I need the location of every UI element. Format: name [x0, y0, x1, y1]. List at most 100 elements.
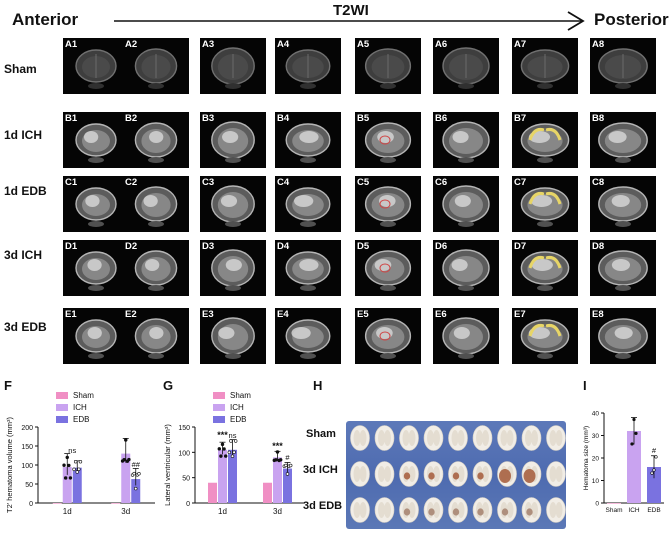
slice-label: C7: [514, 177, 527, 188]
brain-slice: [472, 497, 493, 523]
x-tick-label: 1d: [218, 507, 227, 516]
row-label: 3d EDB: [4, 320, 47, 334]
bar: [52, 503, 62, 504]
significance-label: #: [285, 453, 290, 462]
mri-slice: B7: [512, 112, 578, 168]
mri-slice: B3: [200, 112, 266, 168]
legend-swatch: [56, 392, 68, 399]
brain-slice: [521, 497, 542, 523]
posterior-label: Posterior: [594, 10, 669, 29]
slice-label: D5: [357, 241, 370, 252]
mri-slice: E3: [200, 308, 266, 364]
panel-label-i: I: [583, 378, 587, 393]
slice-label: A7: [514, 39, 527, 50]
mri-slice: A3: [200, 38, 266, 94]
data-point: [217, 447, 221, 451]
significance-label: ns: [68, 446, 76, 455]
mri-slice: C6: [433, 176, 499, 232]
x-tick-label: 3d: [273, 507, 282, 516]
brain-slice: [399, 461, 419, 487]
legend-swatch: [213, 416, 225, 423]
brain-slices-grid: [350, 425, 566, 523]
y-tick-label: 100: [21, 463, 33, 470]
y-axis-label: Lateral ventricular (mm³): [163, 424, 172, 506]
mri-slice: A1: [63, 38, 129, 94]
slice-label: D2: [125, 241, 138, 252]
significance-label: ##: [132, 460, 141, 469]
mri-slice: A8: [590, 38, 656, 94]
legend-label: Sham: [73, 391, 94, 400]
bar: [62, 466, 72, 503]
mri-slice: C3: [200, 176, 266, 232]
data-point: [134, 486, 138, 491]
brain-slice: [423, 497, 444, 523]
y-tick-label: 200: [21, 425, 33, 432]
slice-label: E4: [277, 309, 289, 320]
slice-label: C6: [435, 177, 448, 188]
slice-label: C2: [125, 177, 138, 188]
data-point: [654, 455, 658, 459]
slice-label: A6: [435, 39, 448, 50]
panel-label-f: F: [4, 378, 12, 393]
brain-slice: [423, 425, 444, 451]
brain-slice: [448, 461, 468, 487]
data-point: [632, 417, 636, 422]
data-point: [127, 457, 131, 462]
mri-slice: D8: [590, 240, 656, 296]
bar: [72, 467, 82, 503]
data-point: [63, 476, 68, 480]
data-point: [650, 471, 654, 475]
slice-label: C3: [202, 177, 215, 188]
data-point: [220, 442, 225, 447]
data-point: [634, 431, 638, 435]
brain-slice: [497, 497, 517, 523]
direction-arrow: [114, 11, 585, 31]
brain-slice: [546, 497, 566, 523]
row-label: Sham: [4, 62, 37, 76]
slice-label: E6: [435, 309, 447, 320]
slice-label: E3: [202, 309, 214, 320]
x-tick-label: 1d: [63, 507, 72, 516]
brain-slice: [374, 425, 395, 451]
slice-label: B3: [202, 113, 215, 124]
legend-label: Sham: [230, 391, 251, 400]
data-point: [122, 458, 126, 462]
mri-slice: A5: [355, 38, 421, 94]
bar: [627, 431, 641, 503]
brain-slice: [423, 461, 444, 487]
chart-f-hematoma-volume: 0 50 100 150 200 T2' hematoma volume (mm³) Sha…: [5, 391, 155, 516]
slice-label: E7: [514, 309, 526, 320]
brain-slice: [521, 425, 542, 451]
slice-label: A2: [125, 39, 138, 50]
data-point: [223, 454, 228, 458]
slice-label: D6: [435, 241, 448, 252]
legend-label: EDB: [230, 415, 246, 424]
mri-slice: D3: [200, 240, 266, 296]
y-axis-label: Hematoma size (mm³): [583, 426, 590, 490]
slice-label: B8: [592, 113, 605, 124]
bar: [218, 449, 227, 503]
row-label: 3d ICH: [4, 248, 43, 262]
significance-label: ns: [229, 431, 237, 440]
mri-slice: A2: [123, 38, 189, 94]
bar: [131, 479, 141, 503]
legend-label: ICH: [230, 403, 244, 412]
slice-label: B7: [514, 113, 527, 124]
photo-row-label-3d-edb: 3d EDB: [303, 500, 343, 512]
data-point: [232, 450, 236, 454]
y-tick-label: 0: [186, 501, 190, 508]
brain-slice: [448, 497, 468, 523]
mri-slice: E1: [63, 308, 129, 364]
legend-swatch: [213, 392, 225, 399]
mri-slice: E8: [590, 308, 656, 364]
brain-slice: [546, 461, 566, 487]
mri-slice: E2: [123, 308, 189, 364]
data-point: [285, 472, 290, 476]
data-point: [227, 450, 232, 455]
brain-slice: [350, 461, 370, 487]
data-point: [77, 467, 81, 471]
bar: [263, 482, 272, 503]
mri-slice: E7: [512, 308, 578, 364]
brain-slice: [399, 425, 419, 451]
y-tick-label: 20: [592, 456, 600, 463]
